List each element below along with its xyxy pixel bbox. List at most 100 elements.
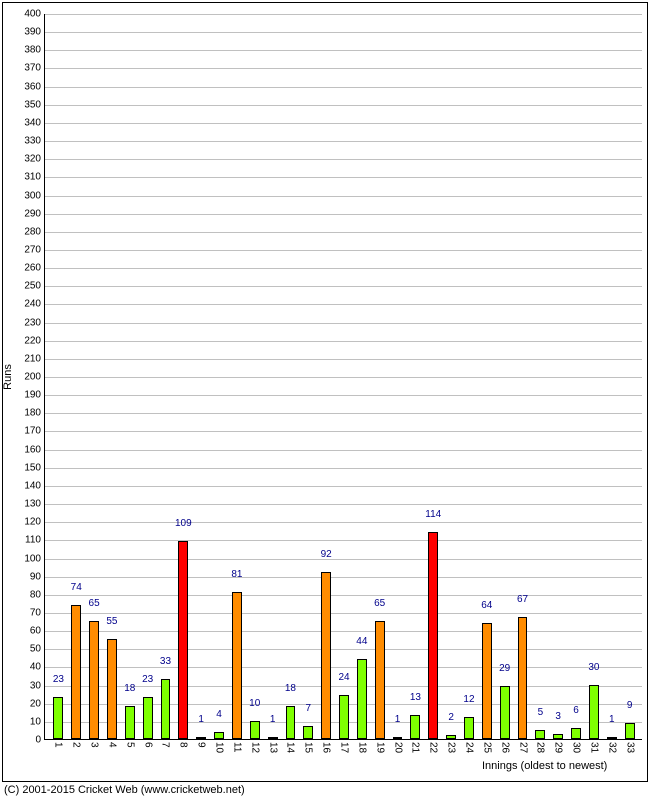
- bar: [125, 706, 135, 739]
- bar-value-label: 23: [53, 674, 64, 685]
- bar-value-label: 18: [124, 683, 135, 694]
- gridline: [45, 522, 642, 523]
- y-tick-label: 190: [24, 390, 41, 401]
- bar-value-label: 64: [481, 600, 492, 611]
- x-tick-label: 31: [588, 742, 599, 753]
- gridline: [45, 613, 642, 614]
- y-tick-label: 300: [24, 190, 41, 201]
- bar-value-label: 2: [448, 712, 454, 723]
- x-tick-label: 3: [89, 742, 100, 748]
- gridline: [45, 268, 642, 269]
- y-tick-label: 150: [24, 462, 41, 473]
- y-tick-label: 260: [24, 263, 41, 274]
- gridline: [45, 468, 642, 469]
- y-tick-label: 100: [24, 553, 41, 564]
- bar-value-label: 24: [338, 672, 349, 683]
- y-tick-label: 280: [24, 226, 41, 237]
- gridline: [45, 323, 642, 324]
- gridline: [45, 286, 642, 287]
- gridline: [45, 50, 642, 51]
- bar-value-label: 67: [517, 594, 528, 605]
- x-tick-label: 29: [553, 742, 564, 753]
- bar: [571, 728, 581, 739]
- gridline: [45, 250, 642, 251]
- bar: [518, 617, 528, 739]
- x-tick-label: 33: [624, 742, 635, 753]
- bar: [214, 732, 224, 739]
- y-tick-label: 110: [25, 535, 41, 546]
- x-tick-label: 1: [53, 742, 64, 748]
- x-tick-label: 28: [535, 742, 546, 753]
- bar-value-label: 13: [410, 692, 421, 703]
- bar: [500, 686, 510, 739]
- gridline: [45, 341, 642, 342]
- y-tick-label: 210: [24, 353, 41, 364]
- gridline: [45, 540, 642, 541]
- x-tick-label: 18: [356, 742, 367, 753]
- y-tick-label: 320: [24, 154, 41, 165]
- gridline: [45, 631, 642, 632]
- bar-value-label: 1: [198, 714, 204, 725]
- x-tick-label: 15: [303, 742, 314, 753]
- y-tick-label: 80: [30, 589, 41, 600]
- bar-value-label: 65: [89, 598, 100, 609]
- x-tick-label: 23: [446, 742, 457, 753]
- bar-value-label: 65: [374, 598, 385, 609]
- gridline: [45, 649, 642, 650]
- y-tick-label: 400: [24, 9, 41, 20]
- bar: [178, 541, 188, 739]
- x-tick-label: 10: [214, 742, 225, 753]
- y-tick-label: 310: [24, 172, 41, 183]
- gridline: [45, 577, 642, 578]
- gridline: [45, 450, 642, 451]
- bar: [375, 621, 385, 739]
- bar-value-label: 1: [609, 714, 615, 725]
- y-tick-label: 250: [24, 281, 41, 292]
- bar: [410, 715, 420, 739]
- x-tick-label: 14: [285, 742, 296, 753]
- gridline: [45, 431, 642, 432]
- x-tick-label: 4: [106, 742, 117, 748]
- bar-value-label: 23: [142, 674, 153, 685]
- x-tick-label: 12: [249, 742, 260, 753]
- x-tick-label: 30: [571, 742, 582, 753]
- y-tick-label: 230: [24, 317, 41, 328]
- bar: [286, 706, 296, 739]
- x-tick-label: 16: [321, 742, 332, 753]
- y-tick-label: 40: [30, 662, 41, 673]
- gridline: [45, 14, 642, 15]
- bar-value-label: 30: [588, 662, 599, 673]
- bar-value-label: 114: [425, 509, 441, 520]
- gridline: [45, 486, 642, 487]
- gridline: [45, 68, 642, 69]
- y-tick-label: 360: [24, 81, 41, 92]
- bar: [464, 717, 474, 739]
- bar: [357, 659, 367, 739]
- bar-value-label: 44: [356, 636, 367, 647]
- bar-value-label: 92: [321, 549, 332, 560]
- bar: [482, 623, 492, 739]
- gridline: [45, 214, 642, 215]
- y-tick-label: 200: [24, 372, 41, 383]
- gridline: [45, 413, 642, 414]
- bar-value-label: 9: [627, 700, 633, 711]
- y-tick-label: 140: [24, 480, 41, 491]
- y-tick-label: 390: [24, 27, 41, 38]
- page-root: 0102030405060708090100110120130140150160…: [0, 0, 650, 800]
- bar-value-label: 1: [395, 714, 401, 725]
- x-tick-label: 20: [392, 742, 403, 753]
- bar-value-label: 6: [573, 705, 579, 716]
- bar-value-label: 1: [270, 714, 276, 725]
- gridline: [45, 359, 642, 360]
- gridline: [45, 377, 642, 378]
- bar: [303, 726, 313, 739]
- bar-value-label: 4: [216, 709, 222, 720]
- bar-value-label: 12: [463, 694, 474, 705]
- y-tick-label: 160: [24, 444, 41, 455]
- x-tick-label: 25: [481, 742, 492, 753]
- bar: [607, 737, 617, 739]
- y-tick-label: 270: [24, 244, 41, 255]
- y-tick-label: 60: [30, 626, 41, 637]
- bar: [161, 679, 171, 739]
- gridline: [45, 32, 642, 33]
